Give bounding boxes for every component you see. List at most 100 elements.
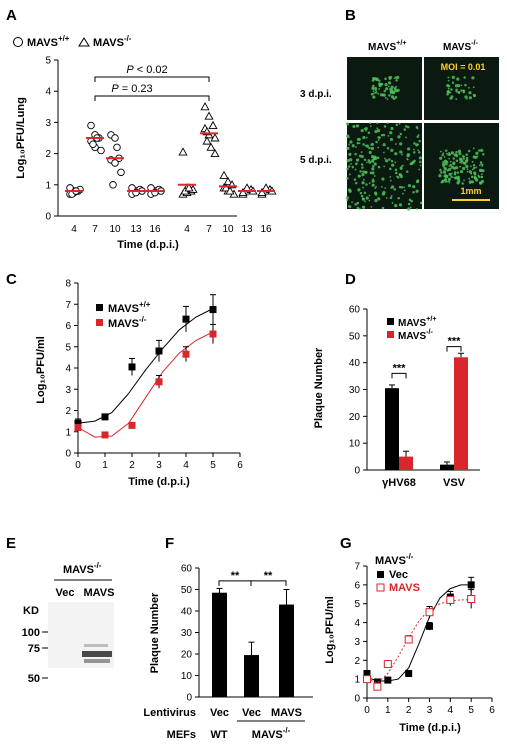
b-fluorescence-speck: [363, 158, 367, 161]
b-fluorescence-speck: [471, 175, 474, 179]
g-data-point: [383, 660, 392, 669]
a-point-ko: [225, 186, 235, 195]
d-y-tick-label: 10: [349, 439, 361, 450]
b-fluorescence-speck: [443, 178, 448, 182]
b-fluorescence-speck: [386, 98, 389, 101]
g-x-tick-label: 3: [427, 705, 433, 716]
f-row-label-lentivirus: Lentivirus: [143, 707, 196, 719]
a-point-ko: [257, 187, 267, 197]
b-fluorescence-speck: [358, 138, 361, 141]
b-fluorescence-speck: [383, 89, 386, 93]
b-fluorescence-speck: [379, 82, 382, 85]
c-data-point: [155, 347, 163, 355]
b-fluorescence-speck: [385, 159, 389, 163]
b-fluorescence-speck: [452, 157, 455, 160]
b-fluorescence-speck: [447, 76, 450, 79]
a-x-tick-label: 10: [222, 224, 234, 235]
e-blot-membrane: [48, 602, 114, 668]
b-fluorescence-speck: [368, 199, 371, 202]
b-fluorescence-speck: [477, 174, 480, 177]
b-fluorescence-speck: [468, 91, 472, 95]
b-fluorescence-speck: [406, 153, 410, 156]
b-fluorescence-speck: [380, 133, 384, 137]
b-fluorescence-speck: [390, 159, 394, 163]
b-fluorescence-speck: [355, 124, 360, 128]
f-y-tick-label: 30: [181, 628, 193, 639]
b-fluorescence-speck: [372, 95, 376, 99]
b-fluorescence-speck: [388, 94, 391, 97]
b-fluorescence-speck: [352, 124, 356, 129]
b-fluorescence-speck: [444, 149, 448, 152]
b-fluorescence-speck: [457, 177, 460, 180]
b-fluorescence-speck: [373, 175, 376, 177]
b-fluorescence-speck: [462, 91, 465, 94]
b-fluorescence-speck: [367, 159, 371, 162]
b-micrograph: [347, 57, 422, 120]
f-lentivirus-label: Vec: [242, 707, 261, 719]
d-y-tick-label: 0: [354, 466, 360, 477]
b-fluorescence-speck: [405, 170, 409, 173]
b-fluorescence-speck: [372, 90, 375, 93]
b-fluorescence-speck: [374, 187, 377, 189]
b-fluorescence-speck: [419, 164, 422, 167]
b-fluorescence-speck: [371, 167, 375, 171]
b-fluorescence-speck: [356, 202, 359, 205]
b-fluorescence-speck: [417, 149, 420, 152]
a-x-tick-label: 13: [241, 224, 253, 235]
b-fluorescence-speck: [459, 169, 464, 174]
b-fluorescence-speck: [448, 153, 451, 156]
b-fluorescence-speck: [481, 165, 484, 168]
a-point-wt: [117, 168, 125, 177]
b-fluorescence-speck: [390, 148, 394, 152]
b-fluorescence-speck: [456, 171, 460, 174]
e-band-mavs-lower: [84, 659, 110, 663]
b-fluorescence-speck: [479, 161, 483, 164]
b-fluorescence-speck: [412, 191, 415, 194]
b-fluorescence-speck: [371, 179, 375, 183]
b-fluorescence-speck: [473, 175, 477, 179]
c-y-tick-label: 7: [65, 300, 71, 311]
b-fluorescence-speck: [455, 90, 458, 93]
b-fluorescence-speck: [355, 163, 357, 166]
b-fluorescence-speck: [389, 196, 393, 200]
b-fluorescence-speck: [465, 156, 469, 160]
b-fluorescence-speck: [346, 177, 349, 180]
a-y-tick-label: 2: [45, 149, 51, 160]
f-y-tick-label: 50: [181, 585, 193, 596]
b-fluorescence-speck: [347, 188, 352, 192]
b-fluorescence-speck: [468, 177, 471, 180]
b-fluorescence-speck: [374, 199, 378, 203]
d-x-tick-label: γHV68: [382, 477, 416, 489]
b-fluorescence-speck: [446, 152, 448, 155]
g-data-point: [373, 682, 382, 691]
a-point-ko: [202, 136, 212, 145]
b-fluorescence-speck: [442, 170, 447, 174]
b-fluorescence-speck: [376, 122, 379, 125]
b-column-label-wt: MAVS+/+: [368, 38, 407, 53]
d-significance-bracket: [391, 372, 407, 379]
b-fluorescence-speck: [398, 173, 402, 176]
panel-letter-e: E: [6, 535, 16, 552]
b-fluorescence-speck: [356, 141, 360, 145]
b-fluorescence-speck: [411, 160, 415, 164]
g-data-point: [425, 608, 434, 617]
b-fluorescence-speck: [381, 206, 385, 210]
b-fluorescence-speck: [372, 84, 375, 88]
b-fluorescence-speck: [348, 152, 352, 157]
b-fluorescence-speck: [373, 155, 377, 159]
a-x-tick-label: 4: [71, 224, 77, 235]
a-point-ko: [238, 187, 248, 197]
b-fluorescence-speck: [371, 183, 375, 187]
a-y-tick-label: 3: [45, 118, 51, 129]
f-y-tick-label: 20: [181, 650, 193, 661]
b-fluorescence-speck: [407, 202, 411, 206]
a-point-ko: [208, 120, 218, 129]
b-fluorescence-speck: [385, 197, 388, 199]
b-fluorescence-speck: [450, 175, 453, 179]
b-fluorescence-speck: [384, 83, 388, 87]
d-legend-ko-label: MAVS-/-: [398, 327, 434, 342]
b-fluorescence-speck: [418, 160, 422, 164]
b-fluorescence-speck: [351, 165, 355, 169]
b-fluorescence-speck: [447, 79, 450, 82]
b-fluorescence-speck: [386, 147, 390, 150]
